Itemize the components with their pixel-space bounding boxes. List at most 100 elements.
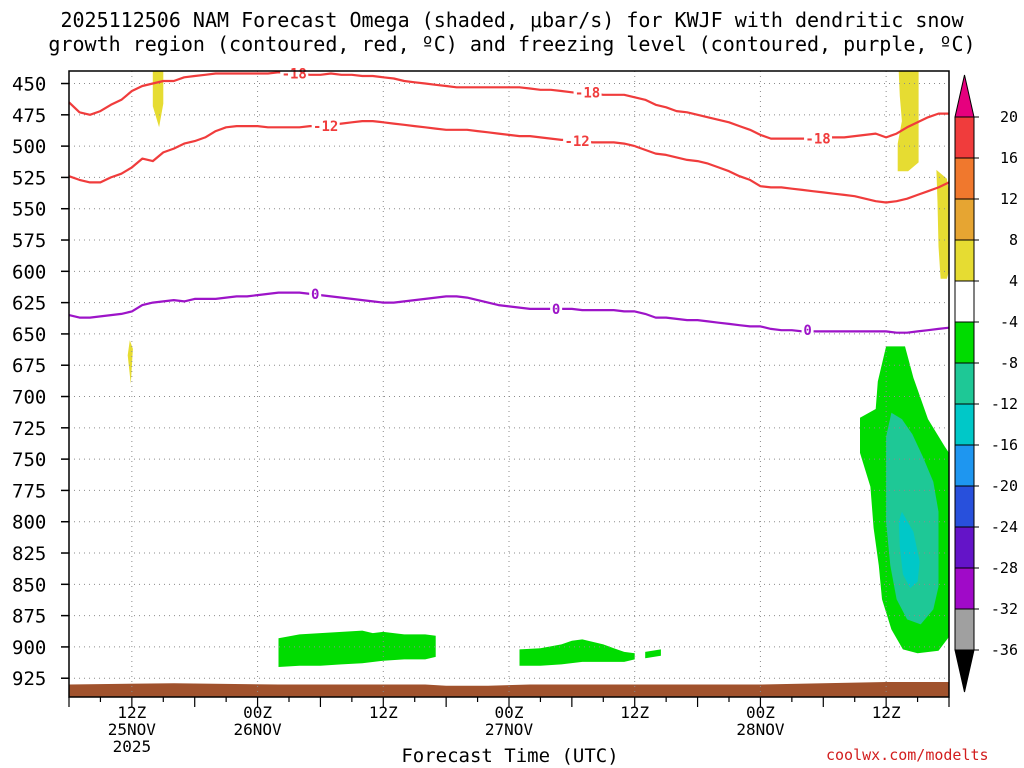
contour-label: 0 — [803, 323, 811, 339]
y-tick-label: 625 — [12, 293, 46, 315]
colorbar-bin — [954, 116, 975, 159]
contour-label-bg — [563, 134, 592, 149]
colorbar-label: 8 — [1009, 231, 1018, 249]
x-tick-label: 12Z — [117, 703, 146, 722]
colorbar-bin — [954, 362, 975, 405]
colorbar-label: -8 — [1000, 354, 1018, 372]
colorbar-bin — [954, 526, 975, 569]
x-date-label: 27NOV — [485, 720, 534, 739]
colorbar-bin — [954, 403, 975, 446]
contour-label-bg — [280, 66, 309, 81]
colorbar-bin — [954, 321, 975, 364]
x-tick-label: 12Z — [872, 703, 901, 722]
colorbar-bin — [954, 239, 975, 282]
omega-region-6 — [898, 511, 920, 589]
contour-line--18 — [68, 71, 949, 140]
omega-region-9 — [645, 649, 661, 659]
y-tick-label: 500 — [12, 136, 46, 158]
x-tick-label: 12Z — [620, 703, 649, 722]
colorbar-label: -20 — [991, 477, 1018, 495]
contour-label-bg — [573, 85, 602, 100]
y-tick-label: 850 — [12, 574, 46, 596]
y-tick-label: 650 — [12, 324, 46, 346]
y-tick-label: 800 — [12, 512, 46, 534]
y-tick-label: 875 — [12, 606, 46, 628]
x-year-label: 2025 — [113, 737, 152, 756]
y-tick-label: 900 — [12, 637, 46, 659]
y-tick-label: 925 — [12, 668, 46, 690]
y-tick-label: 675 — [12, 355, 46, 377]
colorbar-label: 4 — [1009, 272, 1018, 290]
contour-label: -12 — [564, 134, 589, 150]
colorbar-label: 16 — [1000, 149, 1018, 167]
x-date-label: 25NOV — [108, 720, 157, 739]
contour-label: 0 — [311, 287, 319, 303]
contour-label: -18 — [282, 67, 307, 83]
y-tick-label: 550 — [12, 199, 46, 221]
colorbar-bin — [954, 280, 975, 323]
contour-label: -18 — [575, 85, 600, 101]
colorbar-label: -12 — [991, 395, 1018, 413]
y-tick-label: 775 — [12, 480, 46, 502]
omega-region-8 — [519, 639, 635, 666]
colorbar-bin — [954, 567, 975, 610]
site-credit[interactable]: coolwx.com/modelts — [826, 746, 989, 764]
contour-label-bg — [801, 323, 814, 338]
y-tick-label: 525 — [12, 167, 46, 189]
y-tick-label: 825 — [12, 543, 46, 565]
y-tick-label: 700 — [12, 387, 46, 409]
x-tick-label: 00Z — [243, 703, 272, 722]
contour-label-bg — [311, 119, 340, 134]
x-tick-label: 12Z — [369, 703, 398, 722]
omega-region-5 — [886, 412, 939, 625]
colorbar-bin — [954, 485, 975, 528]
gridlines — [69, 71, 949, 697]
colorbar-label: -28 — [991, 559, 1018, 577]
chart-title-line-1: 2025112506 NAM Forecast Omega (shaded, μ… — [60, 8, 964, 32]
colorbar-bin — [954, 157, 975, 200]
omega-shading-layer — [69, 71, 949, 697]
colorbar-label: -16 — [991, 436, 1018, 454]
colorbar-label: -24 — [991, 518, 1018, 536]
colorbar-bin-top — [954, 74, 975, 118]
x-axis-label: Forecast Time (UTC) — [401, 745, 619, 767]
x-tick-label: 00Z — [495, 703, 524, 722]
colorbar-label: -36 — [991, 641, 1018, 659]
contour-label-bg — [804, 131, 833, 146]
contour-label: -18 — [805, 132, 830, 148]
x-tick-label: 00Z — [746, 703, 775, 722]
contour-label-bg — [309, 286, 322, 301]
contour-line--12 — [68, 119, 950, 204]
ground-surface — [69, 682, 949, 697]
y-axis: 450 475 500 525 550 575 600 625 650 675 700 725 750 7… — [12, 74, 69, 690]
colorbar-bin — [954, 198, 975, 241]
omega-region-2 — [897, 71, 919, 172]
y-tick-label: 600 — [12, 261, 46, 283]
chart-title-line-2: growth region (contoured, red, ºC) and f… — [48, 32, 976, 56]
colorbar-label: 12 — [1000, 190, 1018, 208]
contour-label: -12 — [313, 119, 338, 135]
omega-region-0 — [152, 71, 164, 128]
y-tick-label: 725 — [12, 418, 46, 440]
colorbar: 20 16 12 8 4 -4 -8 -12 -16 -20 -24 -28 -32 -36 — [954, 74, 1018, 693]
y-tick-label: 750 — [12, 449, 46, 471]
colorbar-label: -32 — [991, 600, 1018, 618]
y-tick-label: 450 — [12, 74, 46, 96]
colorbar-label: -4 — [1000, 313, 1018, 331]
colorbar-label: 20 — [1000, 108, 1018, 126]
x-date-label: 28NOV — [736, 720, 785, 739]
contour-label: 0 — [552, 302, 560, 318]
y-tick-label: 475 — [12, 105, 46, 127]
contour-label-layer: -18 -18 -18 -12 -12 0 0 0 — [280, 66, 833, 339]
plot-frame — [68, 70, 950, 698]
colorbar-bin-bottom — [954, 649, 975, 693]
y-tick-label: 575 — [12, 230, 46, 252]
colorbar-bin — [954, 608, 975, 651]
colorbar-bin — [954, 444, 975, 487]
omega-region-7 — [278, 630, 436, 667]
x-date-label: 26NOV — [233, 720, 282, 739]
contour-label-bg — [550, 301, 563, 316]
omega-region-3 — [936, 169, 949, 279]
